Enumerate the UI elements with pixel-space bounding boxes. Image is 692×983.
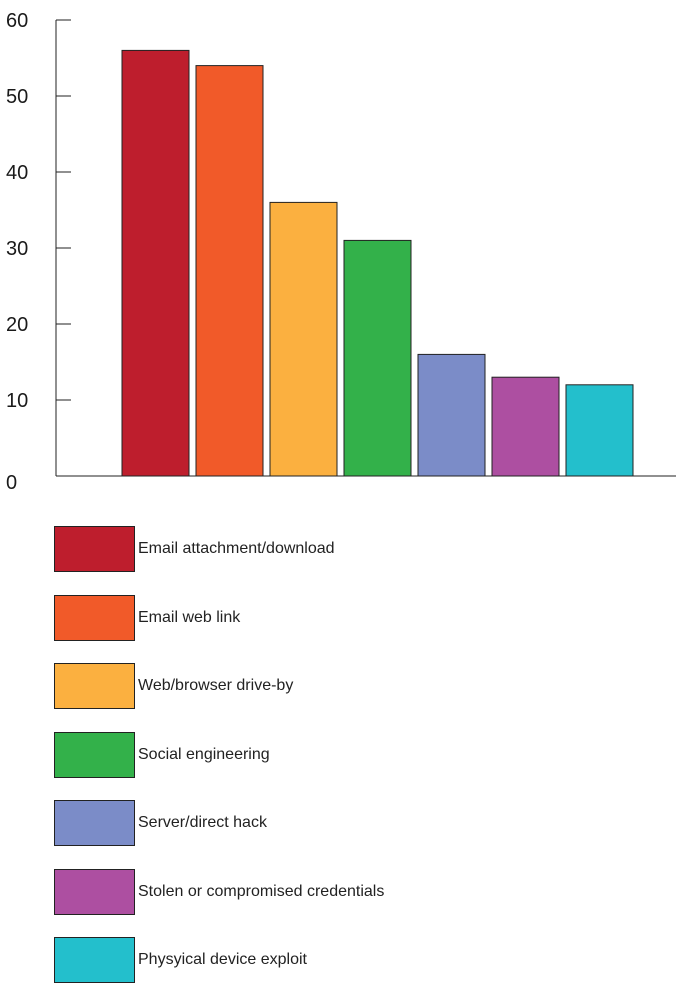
bar [121, 49, 190, 477]
y-tick-label: 10 [6, 390, 28, 412]
y-tick-label: 50 [6, 86, 28, 108]
legend-label: Email web link [138, 608, 241, 626]
legend-label: Email attachment/download [138, 540, 335, 557]
y-tick-label: 60 [6, 10, 28, 32]
bar [565, 384, 634, 477]
bars [121, 49, 634, 477]
legend-swatch [54, 937, 135, 983]
bar [269, 201, 338, 477]
legend-label: Physyical device exploit [138, 951, 307, 968]
legend-label: Stolen or compromised credentials [138, 882, 385, 900]
y-axis: 0 10 20 30 40 50 60 [6, 10, 71, 494]
legend-swatch [54, 800, 135, 846]
bar [491, 376, 560, 477]
legend-swatch [54, 868, 135, 915]
legend-label: Web/browser drive-by [138, 677, 294, 694]
y-tick-label: 0 [6, 472, 17, 494]
legend-swatch [54, 594, 135, 641]
bar [343, 239, 412, 477]
bar [417, 353, 486, 477]
legend-label: Server/direct hack [138, 814, 267, 831]
legend-label: Social engineering [138, 745, 270, 763]
legend-swatch [54, 663, 135, 709]
y-tick-label: 20 [6, 314, 28, 336]
y-tick-label: 30 [6, 238, 28, 260]
bar [195, 65, 264, 477]
bar-chart: 0 10 20 30 40 50 60 [6, 10, 676, 494]
y-tick-label: 40 [6, 162, 28, 184]
legend-swatch [54, 526, 135, 572]
legend-swatch [54, 731, 135, 778]
